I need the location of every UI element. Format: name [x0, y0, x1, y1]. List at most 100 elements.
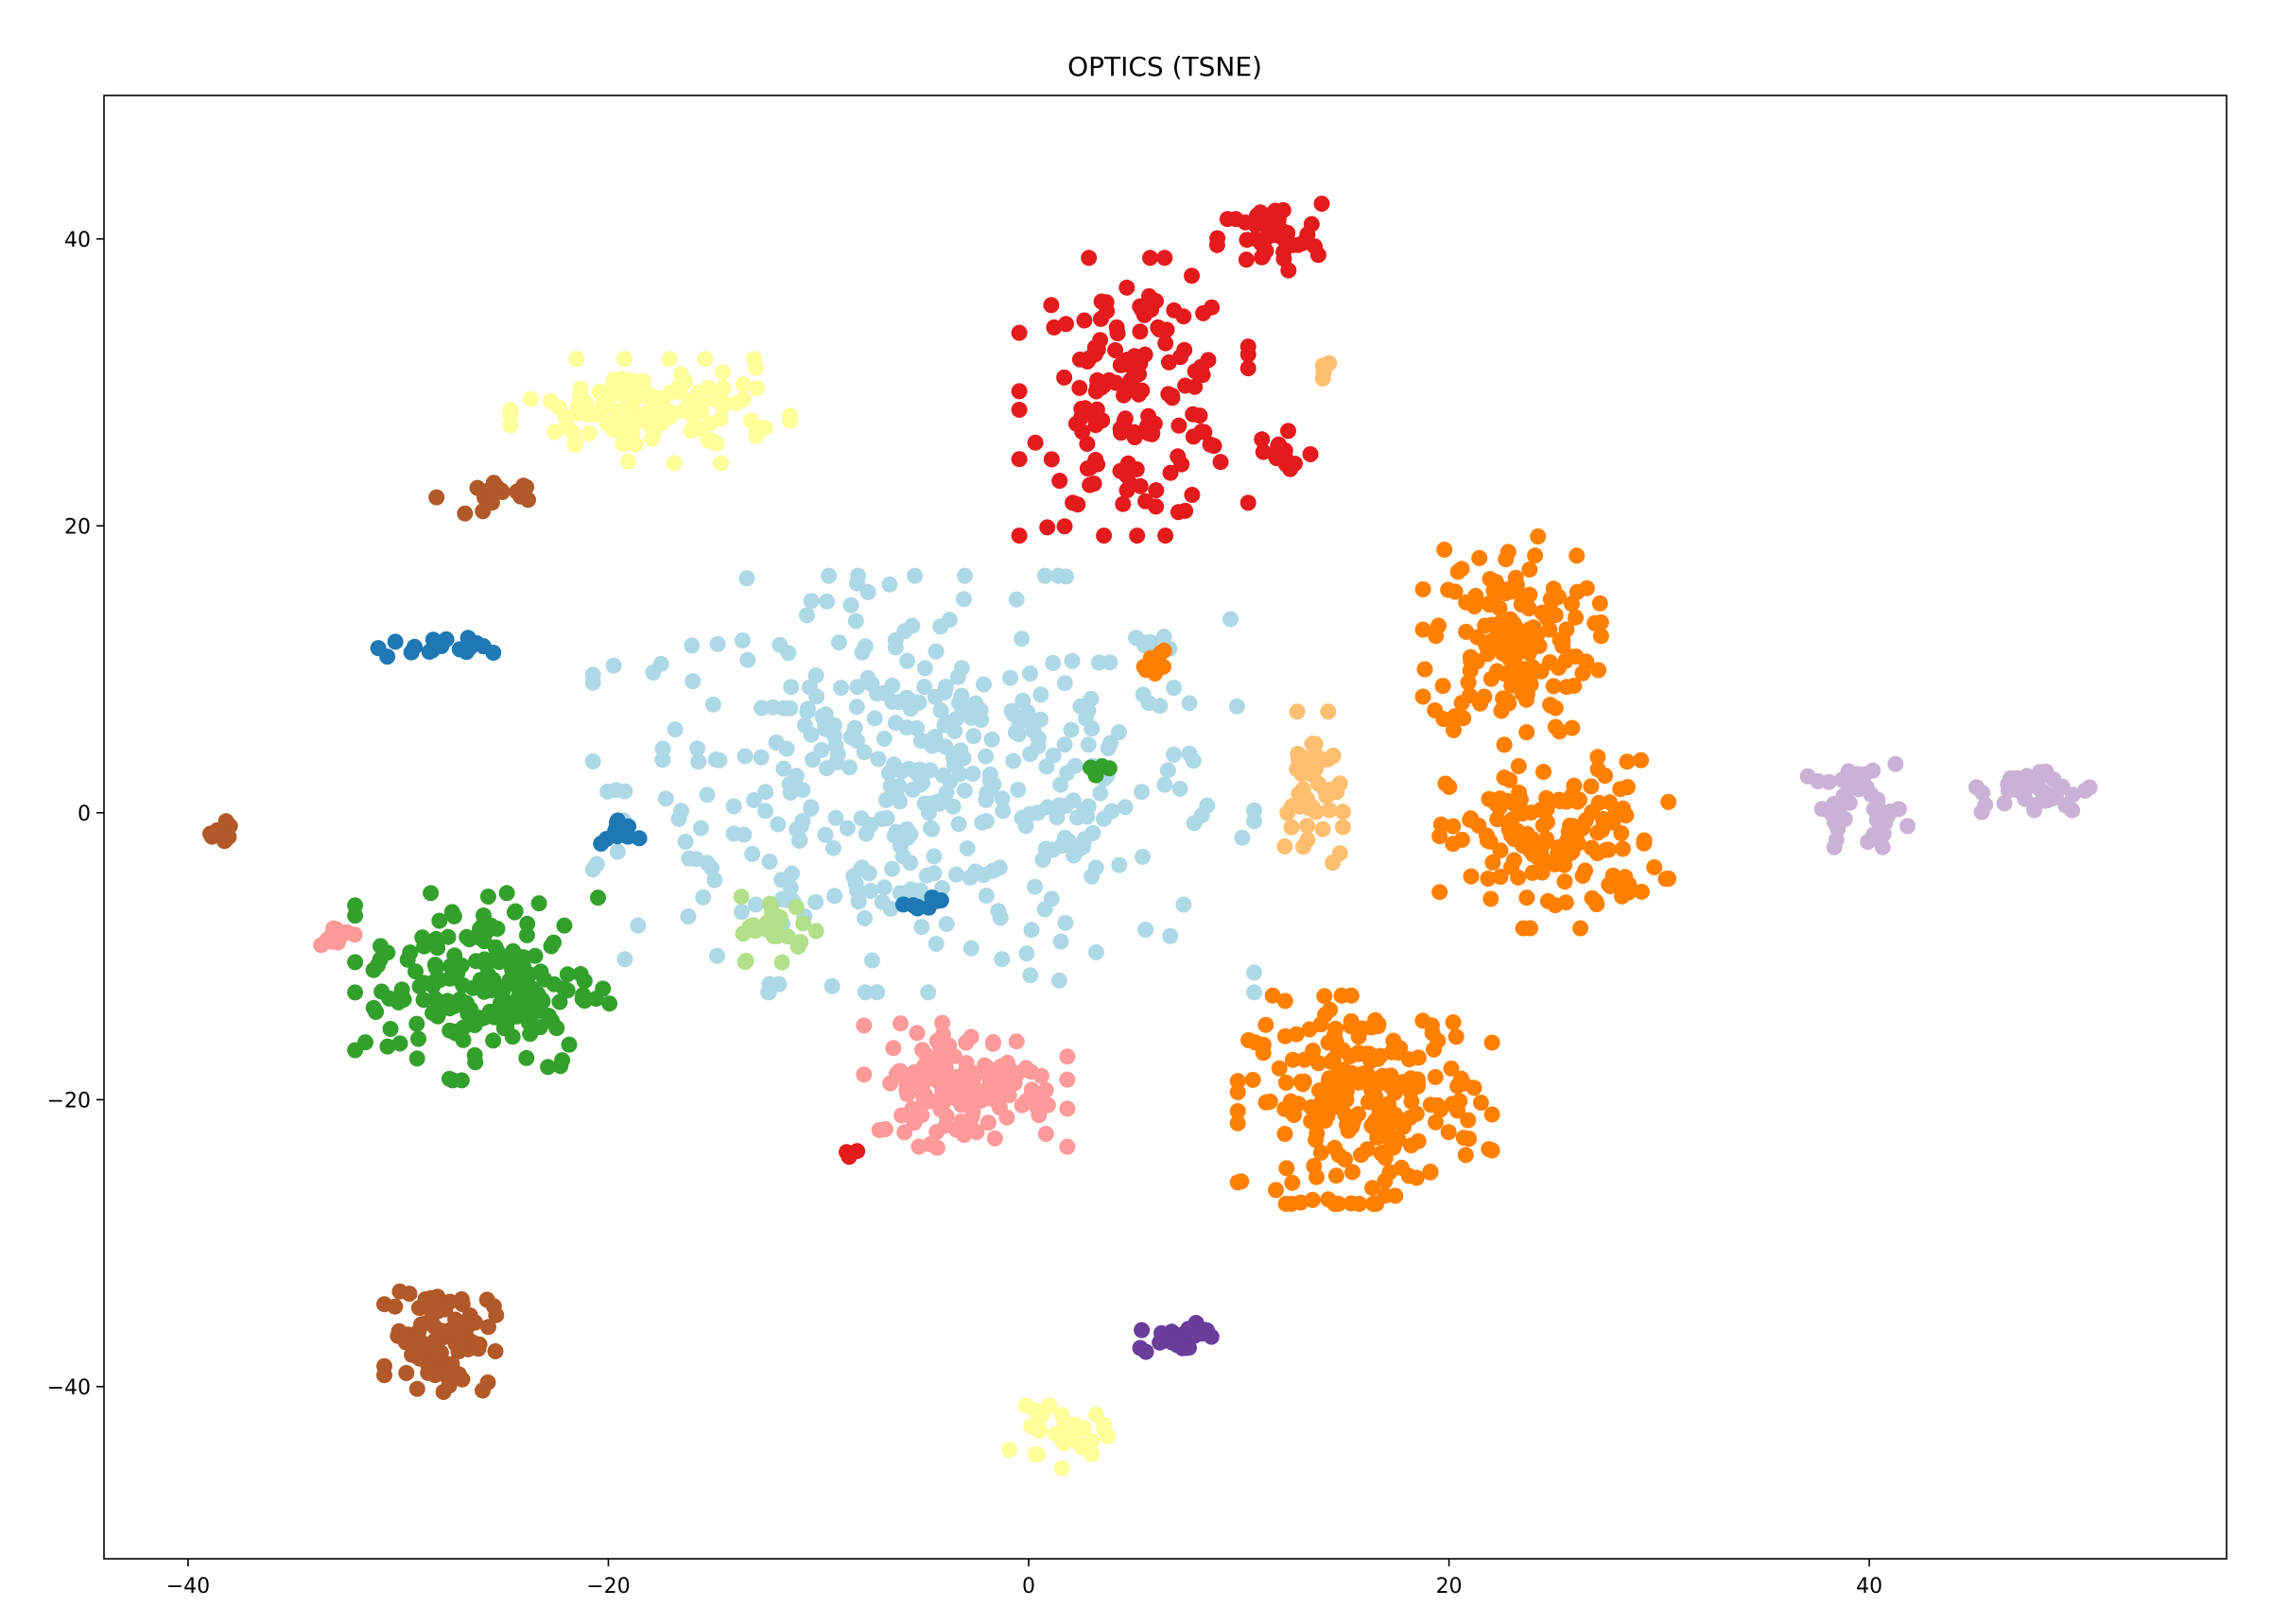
- scatter-point: [757, 784, 774, 801]
- scatter-point: [857, 910, 873, 926]
- scatter-point: [1014, 692, 1031, 709]
- scatter-point: [1602, 794, 1619, 811]
- x-axis-ticks: −40 −20 0 20 40: [166, 1559, 1882, 1598]
- scatter-point: [1319, 1107, 1336, 1124]
- scatter-point: [1184, 487, 1201, 503]
- scatter-point: [955, 591, 972, 608]
- scatter-point: [1072, 698, 1089, 715]
- scatter-point: [932, 702, 949, 719]
- scatter-point: [1453, 831, 1470, 848]
- scatter-point: [554, 1052, 571, 1069]
- scatter-point: [1268, 1182, 1284, 1199]
- scatter-point: [825, 839, 841, 856]
- scatter-point: [1255, 1036, 1272, 1053]
- scatter-point: [1448, 1028, 1465, 1045]
- scatter-point: [893, 1015, 909, 1032]
- scatter-point: [1310, 1055, 1327, 1072]
- scatter-point: [941, 1037, 958, 1054]
- scatter-point: [415, 992, 432, 1009]
- scatter-point: [923, 820, 939, 837]
- scatter-point: [467, 1054, 484, 1071]
- scatter-point: [1500, 693, 1517, 710]
- scatter-point: [1416, 661, 1433, 678]
- scatter-point: [1483, 1034, 1500, 1051]
- scatter-point: [1566, 777, 1583, 794]
- scatter-point: [1301, 1021, 1318, 1038]
- scatter-point: [1320, 1073, 1337, 1090]
- scatter-point: [702, 415, 719, 432]
- scatter-point: [1085, 475, 1102, 492]
- scatter-point: [875, 731, 893, 747]
- scatter-point: [209, 821, 226, 838]
- scatter-point: [744, 845, 761, 862]
- scatter-point: [1394, 1074, 1411, 1091]
- scatter-point: [408, 1015, 425, 1032]
- scatter-point: [1326, 1027, 1343, 1044]
- scatter-point: [982, 1070, 999, 1087]
- scatter-point: [1323, 1090, 1340, 1107]
- scatter-point: [1152, 645, 1169, 662]
- scatter-point: [1134, 1322, 1151, 1339]
- scatter-point: [1058, 568, 1075, 585]
- scatter-point: [1082, 459, 1099, 476]
- scatter-point: [735, 390, 752, 407]
- scatter-point: [1543, 698, 1560, 715]
- scatter-point: [1037, 1126, 1054, 1142]
- scatter-point: [1032, 686, 1049, 703]
- scatter-point: [1219, 211, 1236, 228]
- scatter-point: [477, 957, 494, 974]
- scatter-point: [1092, 332, 1109, 349]
- scatter-point: [491, 954, 508, 971]
- scatter-point: [487, 1343, 504, 1359]
- scatter-point: [902, 855, 919, 872]
- scatter-point: [1027, 878, 1043, 895]
- scatter-point: [615, 436, 632, 453]
- scatter-point: [1307, 761, 1324, 778]
- scatter-point: [546, 934, 562, 951]
- scatter-point: [1515, 920, 1532, 937]
- scatter-point: [379, 648, 396, 665]
- scatter-point: [1617, 869, 1634, 886]
- scatter-point: [863, 952, 880, 969]
- scatter-point: [1333, 1073, 1350, 1090]
- scatter-point: [735, 376, 752, 393]
- scatter-point: [859, 669, 876, 686]
- scatter-point: [1568, 609, 1584, 626]
- scatter-point: [995, 803, 1012, 820]
- scatter-point: [313, 937, 330, 954]
- scatter-point: [884, 860, 901, 877]
- scatter-point: [446, 947, 463, 964]
- scatter-point: [1364, 1180, 1380, 1197]
- scatter-point: [1193, 807, 1210, 824]
- scatter-point: [1496, 736, 1513, 753]
- scatter-point: [1520, 629, 1537, 646]
- scatter-point: [1011, 527, 1028, 544]
- scatter-point: [1276, 1126, 1293, 1142]
- scatter-point: [683, 423, 700, 440]
- scatter-point: [512, 488, 529, 505]
- scatter-point: [1307, 238, 1323, 255]
- scatter-point: [496, 993, 513, 1010]
- scatter-point: [839, 820, 856, 837]
- scatter-point: [937, 1117, 954, 1134]
- scatter-point: [1187, 378, 1204, 395]
- scatter-point: [1309, 1125, 1326, 1142]
- scatter-point: [1161, 354, 1177, 371]
- scatter-point: [1011, 402, 1028, 418]
- scatter-point: [1159, 762, 1176, 779]
- scatter-point: [893, 763, 910, 780]
- scatter-point: [1282, 460, 1299, 477]
- scatter-point: [1306, 1100, 1323, 1117]
- scatter-point: [1432, 1101, 1449, 1118]
- scatter-point: [1171, 781, 1188, 797]
- scatter-point: [829, 746, 846, 763]
- scatter-point: [849, 679, 866, 696]
- scatter-point: [423, 885, 440, 902]
- scatter-point: [556, 917, 573, 934]
- scatter-point: [1484, 593, 1501, 610]
- scatter-point: [1058, 1429, 1075, 1446]
- scatter-point: [1050, 972, 1067, 989]
- scatter-point: [1008, 591, 1025, 608]
- scatter-point: [1294, 781, 1311, 798]
